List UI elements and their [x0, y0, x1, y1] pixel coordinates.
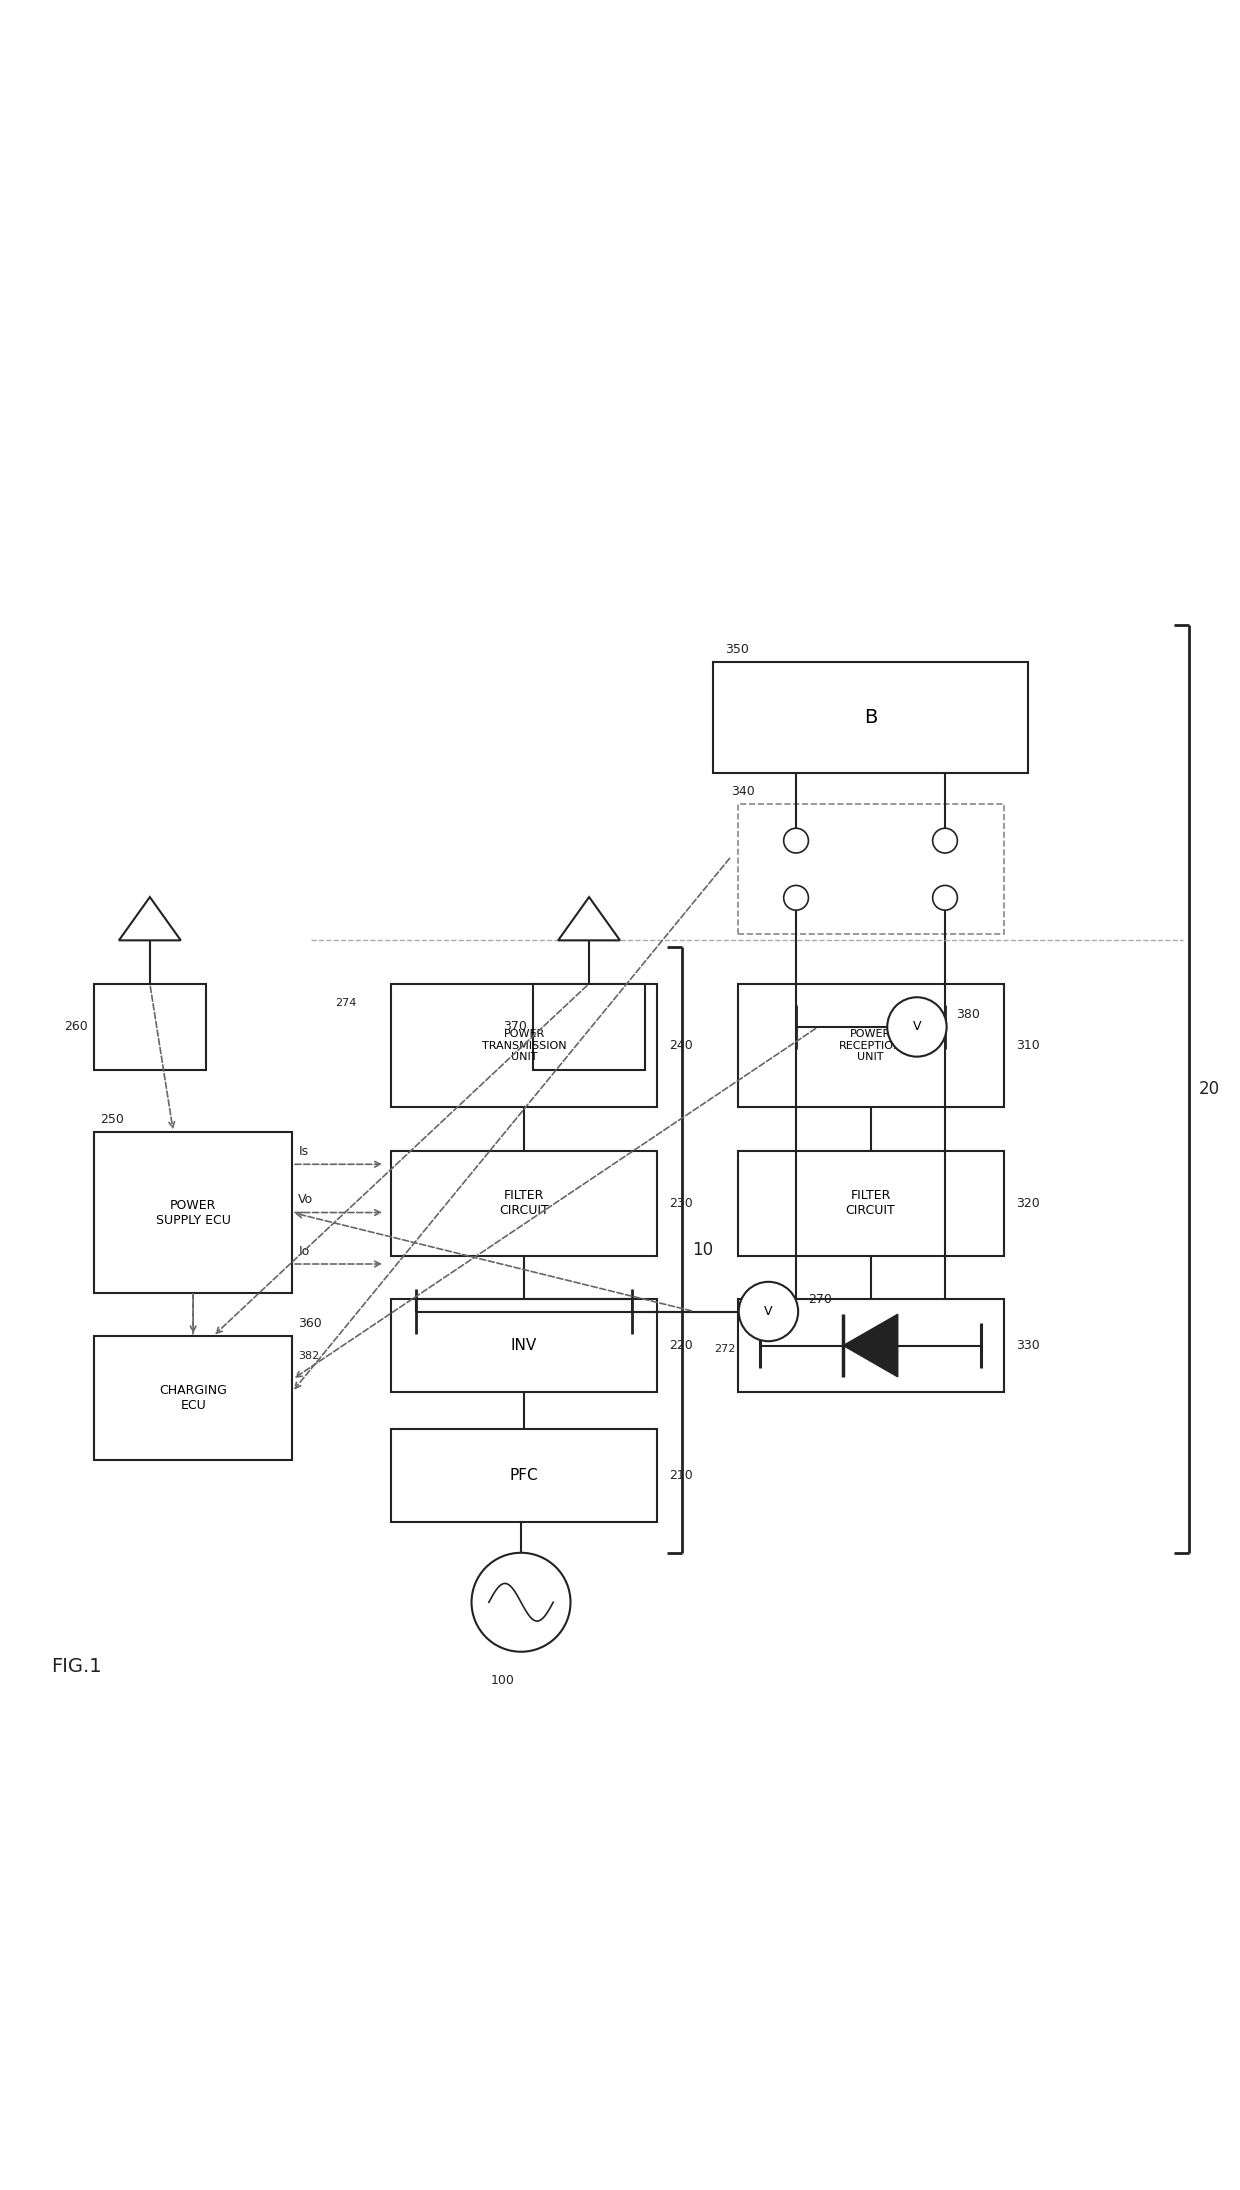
Text: 230: 230 — [670, 1196, 693, 1209]
Bar — [391, 1299, 657, 1393]
Text: 340: 340 — [732, 784, 755, 797]
Text: FILTER
CIRCUIT: FILTER CIRCUIT — [846, 1189, 895, 1218]
Text: 360: 360 — [299, 1316, 322, 1329]
Bar — [738, 1150, 1003, 1255]
Text: PFC: PFC — [510, 1467, 538, 1483]
Text: 10: 10 — [692, 1242, 713, 1259]
Text: 240: 240 — [670, 1038, 693, 1051]
Text: 370: 370 — [503, 1021, 527, 1034]
Polygon shape — [558, 898, 620, 940]
Text: POWER
SUPPLY ECU: POWER SUPPLY ECU — [156, 1198, 231, 1226]
Bar — [533, 983, 645, 1071]
Text: FIG.1: FIG.1 — [51, 1658, 102, 1678]
Text: V: V — [764, 1305, 773, 1318]
Text: 100: 100 — [491, 1673, 515, 1686]
Bar — [738, 804, 1003, 935]
Text: 330: 330 — [1016, 1338, 1039, 1351]
Bar — [94, 983, 206, 1071]
Text: FILTER
CIRCUIT: FILTER CIRCUIT — [500, 1189, 549, 1218]
Text: Io: Io — [299, 1244, 310, 1257]
Text: CHARGING
ECU: CHARGING ECU — [159, 1384, 227, 1413]
Circle shape — [932, 885, 957, 911]
Text: 210: 210 — [670, 1469, 693, 1483]
Bar — [738, 983, 1003, 1108]
Text: 382: 382 — [299, 1351, 320, 1360]
Circle shape — [739, 1281, 799, 1340]
Text: 310: 310 — [1016, 1038, 1039, 1051]
Text: POWER
RECEPTION
UNIT: POWER RECEPTION UNIT — [838, 1029, 903, 1062]
Text: 320: 320 — [1016, 1196, 1039, 1209]
Text: 260: 260 — [64, 1021, 88, 1034]
Text: 274: 274 — [336, 999, 357, 1007]
Bar — [391, 1430, 657, 1522]
Text: 250: 250 — [100, 1113, 124, 1126]
Text: B: B — [864, 707, 877, 727]
Text: 380: 380 — [956, 1007, 981, 1021]
Text: 20: 20 — [1199, 1080, 1220, 1097]
Text: 220: 220 — [670, 1338, 693, 1351]
Bar — [391, 1150, 657, 1255]
Circle shape — [784, 885, 808, 911]
Polygon shape — [119, 898, 181, 940]
Bar — [94, 1336, 293, 1461]
Text: 272: 272 — [714, 1345, 735, 1353]
Bar — [738, 1299, 1003, 1393]
Circle shape — [784, 828, 808, 852]
Bar — [713, 661, 1028, 773]
Text: V: V — [913, 1021, 921, 1034]
Bar — [94, 1132, 293, 1292]
Polygon shape — [843, 1314, 898, 1378]
Circle shape — [888, 996, 946, 1056]
Text: 350: 350 — [725, 644, 749, 655]
Bar — [391, 983, 657, 1108]
Circle shape — [932, 828, 957, 852]
Text: Vo: Vo — [299, 1194, 314, 1207]
Text: POWER
TRANSMISSION
UNIT: POWER TRANSMISSION UNIT — [482, 1029, 567, 1062]
Text: INV: INV — [511, 1338, 537, 1353]
Text: Is: Is — [299, 1145, 309, 1159]
Text: 270: 270 — [808, 1292, 832, 1305]
Circle shape — [471, 1553, 570, 1651]
